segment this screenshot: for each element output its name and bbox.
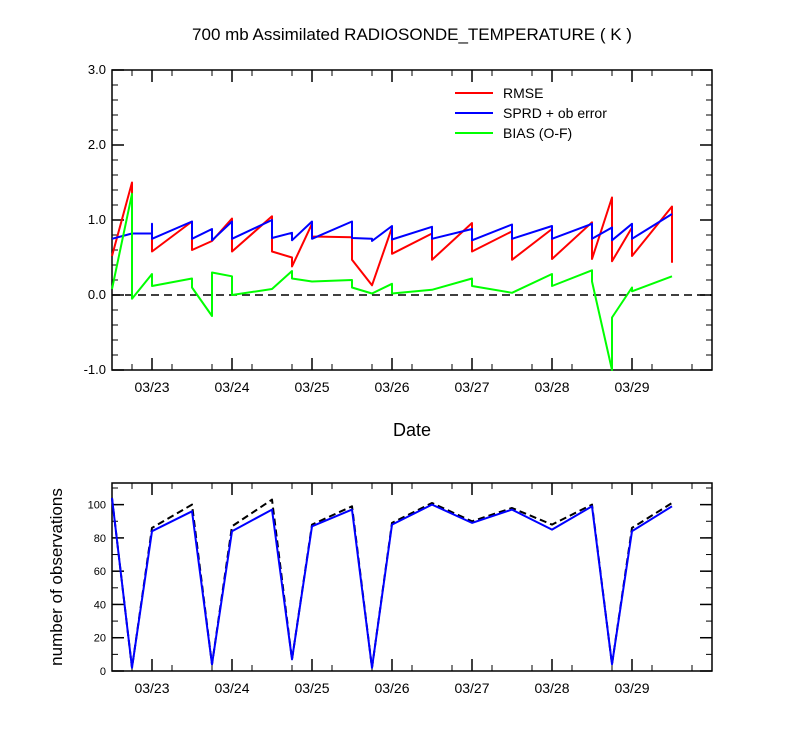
- x-tick-label: 03/28: [534, 680, 569, 696]
- legend-label-1: SPRD + ob error: [503, 105, 607, 121]
- bottom-axis-ticks: 03/23 03/24 03/25 03/26 03/27 03/28 03/29 0 20 40…: [88, 483, 712, 696]
- y-tick-label: 2.0: [88, 137, 106, 152]
- series-line-1: [111, 497, 673, 669]
- y-tick-label: 100: [88, 500, 106, 512]
- y-tick-label: 20: [94, 633, 106, 645]
- x-axis-label: Date: [393, 420, 431, 440]
- y-tick-label: 60: [94, 566, 106, 578]
- x-tick-label: 03/23: [134, 680, 169, 696]
- chart-title: 700 mb Assimilated RADIOSONDE_TEMPERATUR…: [192, 25, 632, 44]
- x-tick-label: 03/26: [374, 680, 409, 696]
- x-tick-label: 03/23: [134, 379, 169, 395]
- x-tick-label: 03/27: [454, 680, 489, 696]
- rmse-sprd-bias-chart: 700 mb Assimilated RADIOSONDE_TEMPERATUR…: [84, 25, 713, 440]
- y-tick-label: 1.0: [88, 212, 106, 227]
- x-tick-label: 03/29: [614, 379, 649, 395]
- x-tick-label: 03/24: [214, 379, 249, 395]
- y-tick-label: 3.0: [88, 62, 106, 77]
- x-tick-label: 03/26: [374, 379, 409, 395]
- x-tick-label: 03/25: [294, 379, 329, 395]
- legend: RMSE SPRD + ob error BIAS (O-F): [455, 85, 607, 141]
- x-tick-label: 03/29: [614, 680, 649, 696]
- y-axis-label: number of observations: [47, 488, 66, 666]
- x-tick-label: 03/28: [534, 379, 569, 395]
- legend-label-0: RMSE: [503, 85, 543, 101]
- x-tick-label: 03/25: [294, 680, 329, 696]
- series-line-2: [111, 192, 673, 371]
- x-tick-label: 03/24: [214, 680, 249, 696]
- y-tick-label: -1.0: [84, 362, 106, 377]
- series-line-0: [111, 181, 673, 287]
- legend-label-2: BIAS (O-F): [503, 125, 572, 141]
- series-line-0: [111, 497, 673, 669]
- top-series-lines: [111, 181, 712, 371]
- top-axis-ticks: 03/23 03/24 03/25 03/26 03/27 03/28 03/29 -1.0 0…: [84, 62, 712, 395]
- series-line-1: [111, 213, 673, 242]
- y-tick-label: 0.0: [88, 287, 106, 302]
- y-tick-label: 0: [100, 666, 106, 678]
- bottom-series-lines: [111, 497, 673, 669]
- top-plot-frame: [111, 69, 713, 371]
- observation-count-chart: 03/23 03/24 03/25 03/26 03/27 03/28 03/29 0 20 40…: [47, 482, 713, 696]
- y-tick-label: 40: [94, 599, 106, 611]
- x-tick-label: 03/27: [454, 379, 489, 395]
- y-tick-label: 80: [94, 533, 106, 545]
